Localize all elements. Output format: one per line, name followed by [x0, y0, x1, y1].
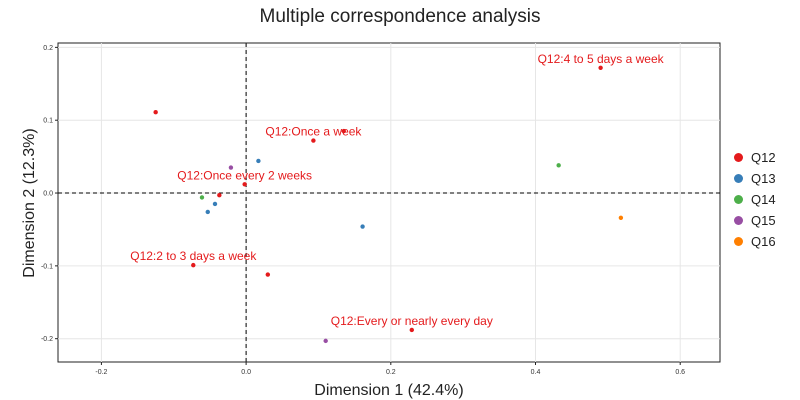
data-point-q12 — [341, 128, 346, 134]
legend-label: Q12 — [751, 150, 776, 165]
data-point-q13 — [205, 209, 210, 215]
legend-marker-icon — [734, 237, 743, 246]
legend-label: Q13 — [751, 171, 776, 186]
point-label: Q12:2 to 3 days a week — [130, 249, 257, 263]
data-point-q16 — [618, 215, 624, 220]
legend-label: Q16 — [751, 234, 776, 249]
legend-item-q14: Q14 — [734, 189, 776, 210]
data-point-q13 — [256, 158, 261, 164]
chart-title: Multiple correspondence analysis — [259, 6, 541, 27]
y-tick-label: 0.0 — [43, 191, 53, 198]
point-label: Q12:4 to 5 days a week — [538, 52, 665, 66]
data-point-q14 — [556, 163, 561, 168]
x-tick-label: -0.2 — [95, 369, 107, 376]
data-point-q12 — [242, 182, 247, 187]
legend-marker-icon — [734, 216, 743, 225]
data-point-q13 — [360, 224, 365, 229]
data-point-q12 — [191, 262, 196, 268]
legend-item-q12: Q12 — [734, 147, 776, 168]
axis-ticks: -0.2 0.0 0.2 0.4 0.6 -0.2 -0.1 0.0 0.1 0.2 — [41, 45, 685, 376]
data-point-q15 — [228, 165, 234, 170]
plot-frame — [57, 42, 721, 363]
legend-label: Q15 — [751, 213, 776, 228]
legend-marker-icon — [734, 174, 743, 183]
legend-item-q13: Q13 — [734, 168, 776, 189]
x-tick-label: 0.6 — [675, 369, 685, 376]
data-point-q12 — [153, 109, 158, 115]
data-point-q12 — [311, 138, 316, 143]
grid-lines — [58, 43, 720, 362]
data-point-q15 — [323, 338, 328, 344]
point-label: Q12:Once every 2 weeks — [177, 168, 312, 182]
x-tick-label: 0.2 — [386, 369, 396, 376]
legend-label: Q14 — [751, 192, 776, 207]
data-point-q12 — [409, 327, 414, 333]
legend-item-q16: Q16 — [734, 231, 776, 252]
y-tick-label: 0.2 — [43, 45, 53, 52]
y-tick-label: 0.1 — [43, 118, 53, 125]
point-labels: Q12:4 to 5 days a week Q12:Once a week Q12… — [130, 52, 664, 328]
data-point-q12 — [217, 193, 222, 198]
x-tick-label: 0.0 — [241, 369, 251, 376]
y-axis-label: Dimension 2 (12.3%) — [21, 128, 38, 278]
point-label: Q12:Every or nearly every day — [331, 314, 493, 328]
data-point-q12 — [265, 272, 271, 277]
x-tick-label: 0.4 — [531, 369, 541, 376]
legend-marker-icon — [734, 153, 743, 162]
legend-marker-icon — [734, 195, 743, 204]
legend: Q12 Q13 Q14 Q15 Q16 — [734, 147, 776, 252]
data-point-q14 — [199, 195, 205, 200]
y-tick-label: -0.1 — [41, 263, 53, 270]
x-axis-label: Dimension 1 (42.4%) — [314, 382, 464, 399]
point-label: Q12:Once a week — [265, 125, 362, 139]
legend-item-q15: Q15 — [734, 210, 776, 231]
y-tick-label: -0.2 — [41, 336, 53, 343]
data-points — [153, 65, 624, 344]
data-point-q13 — [212, 201, 218, 207]
data-point-q12 — [598, 65, 603, 70]
reference-lines — [58, 43, 720, 362]
